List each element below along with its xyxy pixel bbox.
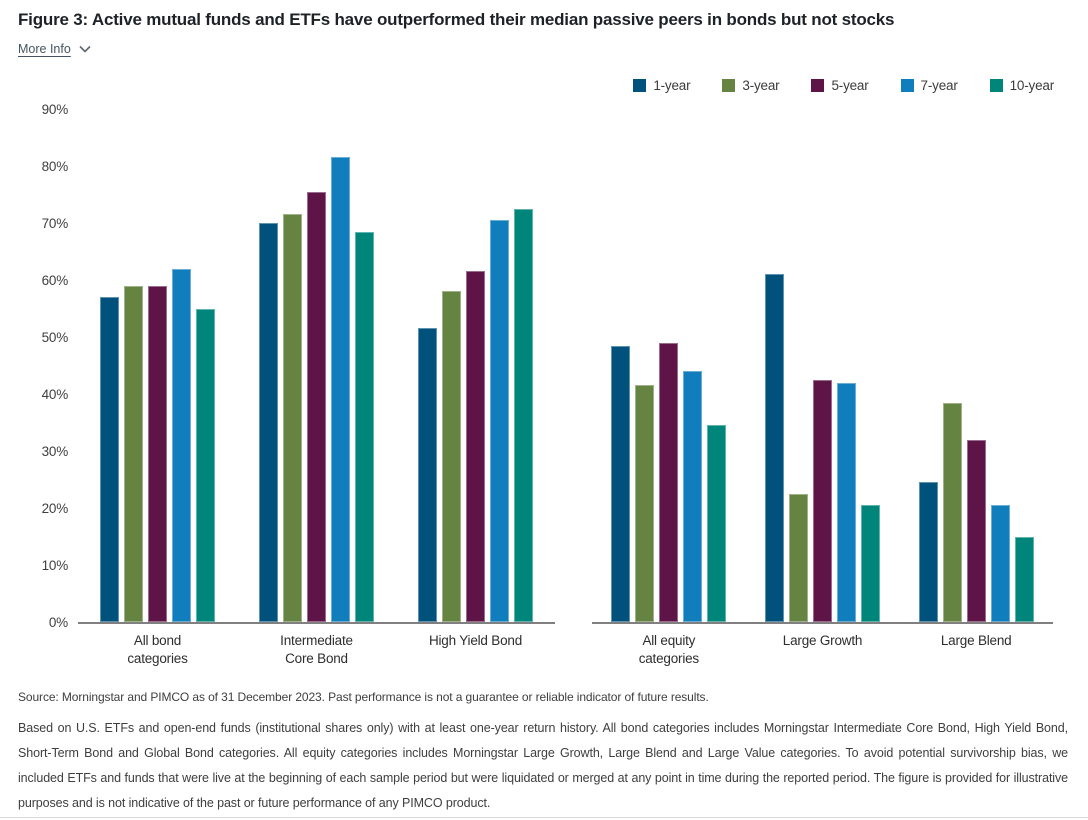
category-label: Intermediate Core Bond (280, 633, 353, 667)
legend-swatch-icon (722, 79, 736, 92)
legend-label: 10-year (1009, 78, 1055, 93)
panel (78, 109, 555, 624)
category-label: Large Growth (782, 633, 863, 648)
bar-1-year (611, 345, 631, 622)
bar-10-year (355, 231, 374, 622)
more-info-label[interactable]: More Info (18, 42, 71, 56)
bar-10-year (196, 308, 215, 622)
legend-label: 7-year (920, 78, 958, 93)
y-tick-label: 90% (41, 101, 69, 117)
y-tick-label: 20% (41, 500, 69, 516)
bar-5-year (466, 271, 485, 622)
more-info-link[interactable]: More Info (18, 42, 91, 56)
bar-10-year (861, 505, 880, 622)
y-tick-label: 30% (41, 443, 69, 459)
legend-label: 5-year (831, 78, 869, 93)
bar-group (592, 109, 746, 622)
category-label: High Yield Bond (428, 633, 523, 648)
bar-10-year (707, 425, 727, 622)
bar-7-year (683, 371, 703, 622)
panels (78, 109, 1053, 624)
bar-7-year (837, 382, 856, 622)
figure-title: Figure 3: Active mutual funds and ETFs h… (18, 10, 895, 29)
legend-swatch-icon (811, 79, 825, 92)
bar-3-year (789, 493, 808, 622)
bar-group (78, 109, 237, 622)
bottom-divider (0, 817, 1088, 818)
y-axis-spacer (18, 632, 78, 668)
y-tick-label: 80% (41, 158, 69, 174)
bar-10-year (514, 208, 533, 622)
legend-label: 1-year (653, 78, 691, 93)
bar-group (746, 109, 900, 622)
chevron-down-icon (79, 42, 91, 56)
bar-7-year (172, 268, 191, 622)
category-label: Large Blend (940, 633, 1012, 648)
bar-5-year (307, 191, 326, 622)
y-axis: 0% 10% 20% 30% 40% 50% 60% 70% 80% 90% (18, 102, 78, 628)
category-label: All bond categories (127, 633, 188, 667)
legend-swatch-icon (900, 79, 914, 92)
legend-item: 7-year (900, 78, 958, 93)
bar-3-year (442, 291, 461, 622)
legend: 1-year 3-year 5-year 7-year 10-year (18, 78, 1054, 93)
source-line: Source: Morningstar and PIMCO as of 31 D… (18, 690, 709, 705)
bar-7-year (331, 157, 350, 622)
y-tick-label: 40% (41, 386, 69, 402)
y-tick-label: 50% (41, 329, 69, 345)
legend-item: 10-year (989, 78, 1055, 93)
bar-3-year (283, 214, 302, 622)
bar-1-year (100, 297, 119, 622)
panel-labels: All equity categories Large Growth Large B… (592, 632, 1053, 668)
bar-1-year (765, 274, 784, 622)
bar-1-year (918, 482, 938, 622)
bar-7-year (990, 505, 1010, 622)
legend-item: 5-year (811, 78, 869, 93)
y-tick-label: 10% (41, 557, 69, 573)
y-tick-label: 0% (48, 614, 68, 630)
x-axis-labels: All bond categories Intermediate Core Bon… (18, 632, 1070, 668)
bar-group (396, 109, 555, 622)
y-tick-label: 70% (41, 215, 69, 231)
bar-5-year (813, 379, 832, 622)
bar-3-year (942, 402, 962, 622)
panel-labels: All bond categories Intermediate Core Bon… (78, 632, 555, 668)
bar-group (237, 109, 396, 622)
bar-3-year (635, 385, 655, 622)
bar-5-year (148, 285, 167, 622)
legend-item: 3-year (722, 78, 780, 93)
bar-group (899, 109, 1053, 622)
bar-7-year (490, 220, 509, 622)
legend-item: 1-year (633, 78, 691, 93)
footnote: Based on U.S. ETFs and open-end funds (i… (18, 721, 1068, 811)
legend-swatch-icon (989, 79, 1003, 92)
legend-swatch-icon (633, 79, 647, 92)
bar-1-year (259, 223, 278, 622)
bar-5-year (659, 342, 679, 622)
bar-chart: 0% 10% 20% 30% 40% 50% 60% 70% 80% 90% (18, 102, 1070, 629)
bar-5-year (966, 439, 986, 622)
legend-label: 3-year (742, 78, 780, 93)
bar-10-year (1014, 536, 1034, 622)
category-label: All equity categories (638, 633, 699, 667)
y-tick-label: 60% (41, 272, 69, 288)
bar-3-year (124, 285, 143, 622)
panel (592, 109, 1053, 624)
bar-1-year (418, 328, 437, 622)
